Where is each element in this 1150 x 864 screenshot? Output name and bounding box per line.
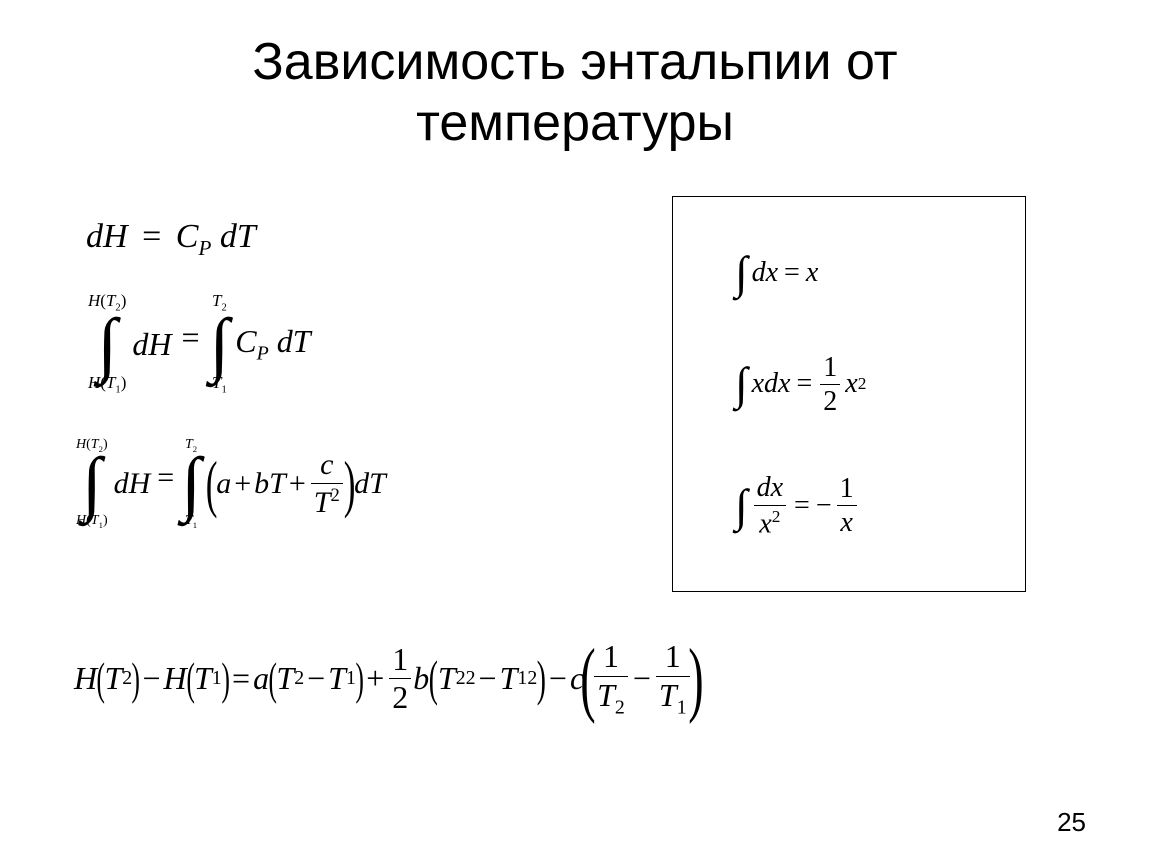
ref-integral-dx: ∫ dx = x	[735, 250, 818, 296]
equation-integral-expanded: H(T2) ∫ H(T1) dH = T2 ∫ T1 ( a + bT + c	[76, 438, 386, 529]
integral-reference-box: ∫ dx = x ∫ xdx = 1 2 x2 ∫ dx x2 =	[672, 196, 1026, 592]
integral-icon: ∫	[97, 314, 117, 374]
slide: Зависимость энтальпии от температуры dH …	[0, 0, 1150, 864]
ref-integral-dx-over-x2: ∫ dx x2 = − 1 x	[735, 473, 859, 538]
ref-integral-xdx: ∫ xdx = 1 2 x2	[735, 353, 866, 417]
title-line-1: Зависимость энтальпии от	[252, 33, 897, 91]
integral-icon: ∫	[181, 453, 201, 513]
integral-icon: ∫	[82, 453, 102, 513]
equation-integral-cp: H(T2) ∫ H(T1) dH = T2 ∫ T1 CP dT	[88, 292, 311, 396]
slide-title: Зависимость энтальпии от температуры	[0, 32, 1150, 155]
integral-icon: ∫	[735, 483, 748, 529]
integral-icon: ∫	[735, 250, 748, 296]
integral-icon: ∫	[210, 314, 230, 374]
page-number: 25	[1057, 807, 1086, 838]
equation-result: H ( T2 ) − H ( T1 ) = a ( T2 − T1 ) + 1 …	[74, 640, 700, 718]
equation-differential: dH = CP dT	[86, 218, 256, 261]
integral-icon: ∫	[735, 361, 748, 407]
title-line-2: температуры	[416, 94, 734, 152]
